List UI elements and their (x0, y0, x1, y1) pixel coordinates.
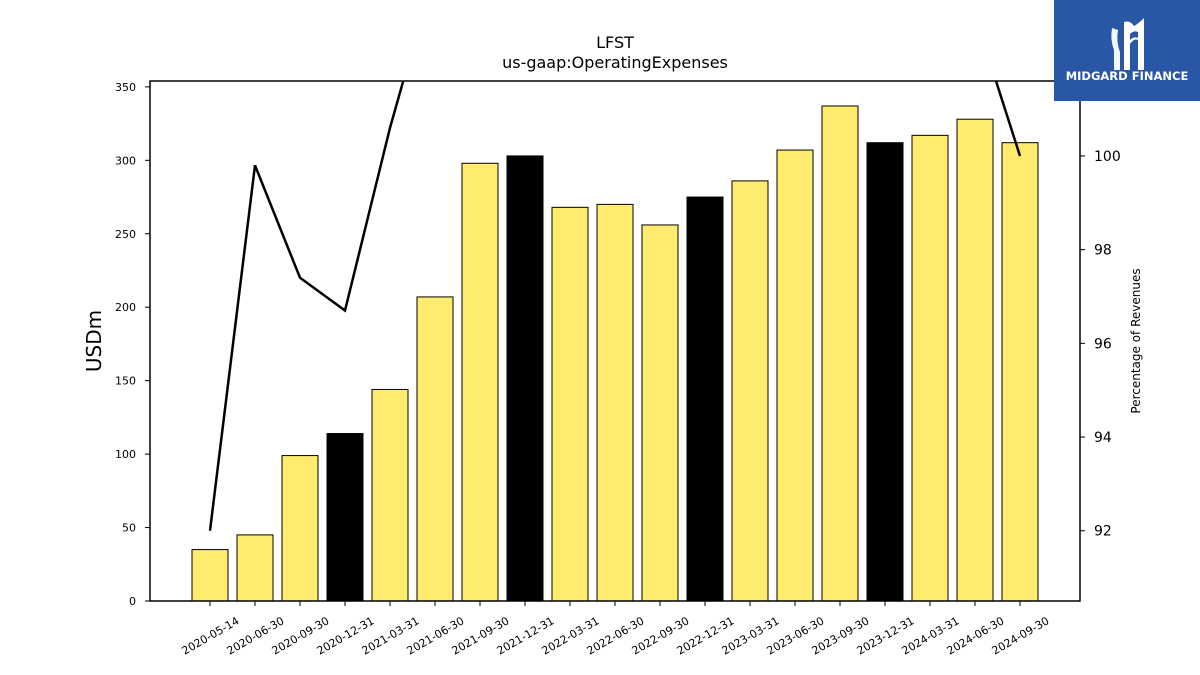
logo-text: MIDGARD FINANCE (1065, 69, 1189, 83)
y2-tick-label: 92 (1094, 524, 1112, 540)
bar-2022-12-31 (686, 196, 724, 602)
bar-series (191, 105, 1039, 602)
y-axis-label: USDm (82, 310, 106, 372)
chart-subtitle: us-gaap:OperatingExpenses (502, 53, 728, 72)
bar-2021-06-30 (416, 296, 454, 602)
y-tick-label: 250 (115, 228, 136, 241)
bar-2023-09-30 (821, 105, 859, 602)
chart-title: LFST (596, 33, 634, 52)
bar-2023-03-31 (731, 180, 769, 602)
bar-2021-09-30 (461, 162, 499, 602)
y2-tick-label: 100 (1094, 149, 1121, 165)
bar-2024-09-30 (1001, 142, 1039, 602)
bar-2022-06-30 (596, 203, 634, 602)
bar-2021-03-31 (371, 388, 409, 602)
y-tick-label: 100 (115, 448, 136, 461)
percentage-of-revenues-line (208, 81, 1022, 531)
bar-2020-05-14 (191, 549, 229, 602)
y-tick-label: 150 (115, 375, 136, 388)
bar-2022-03-31 (551, 206, 589, 602)
bar-2022-09-30 (641, 224, 679, 602)
x-axis-ticks: 2020-05-142020-06-302020-09-302020-12-31… (180, 601, 1052, 658)
y2-tick-label: 96 (1094, 336, 1112, 352)
bar-2024-06-30 (956, 118, 994, 602)
y2-axis-label: Percentage of Revenues (1129, 268, 1143, 413)
y-tick-label: 50 (122, 522, 136, 535)
right-axis-ticks: 92 94 96 98 100 (1080, 149, 1121, 540)
y-tick-label: 0 (129, 595, 136, 608)
bar-2023-12-31 (866, 142, 904, 602)
bar-2020-06-30 (236, 534, 274, 602)
bar-2024-03-31 (911, 134, 949, 602)
y-tick-label: 200 (115, 301, 136, 314)
bar-2020-12-31 (326, 433, 364, 602)
line-series (208, 81, 1022, 531)
midgard-finance-logo: MIDGARD FINANCE (1054, 0, 1200, 101)
y2-tick-label: 94 (1094, 430, 1112, 446)
y2-tick-label: 98 (1094, 243, 1112, 259)
y-tick-label: 300 (115, 154, 136, 167)
logo-mark-icon (1111, 18, 1144, 70)
bar-2020-09-30 (281, 455, 319, 602)
y-tick-label: 350 (115, 81, 136, 94)
bar-2021-12-31 (506, 155, 544, 602)
left-axis-ticks: 0 50 100 150 200 250 300 350 (115, 81, 150, 608)
bar-2023-06-30 (776, 149, 814, 602)
